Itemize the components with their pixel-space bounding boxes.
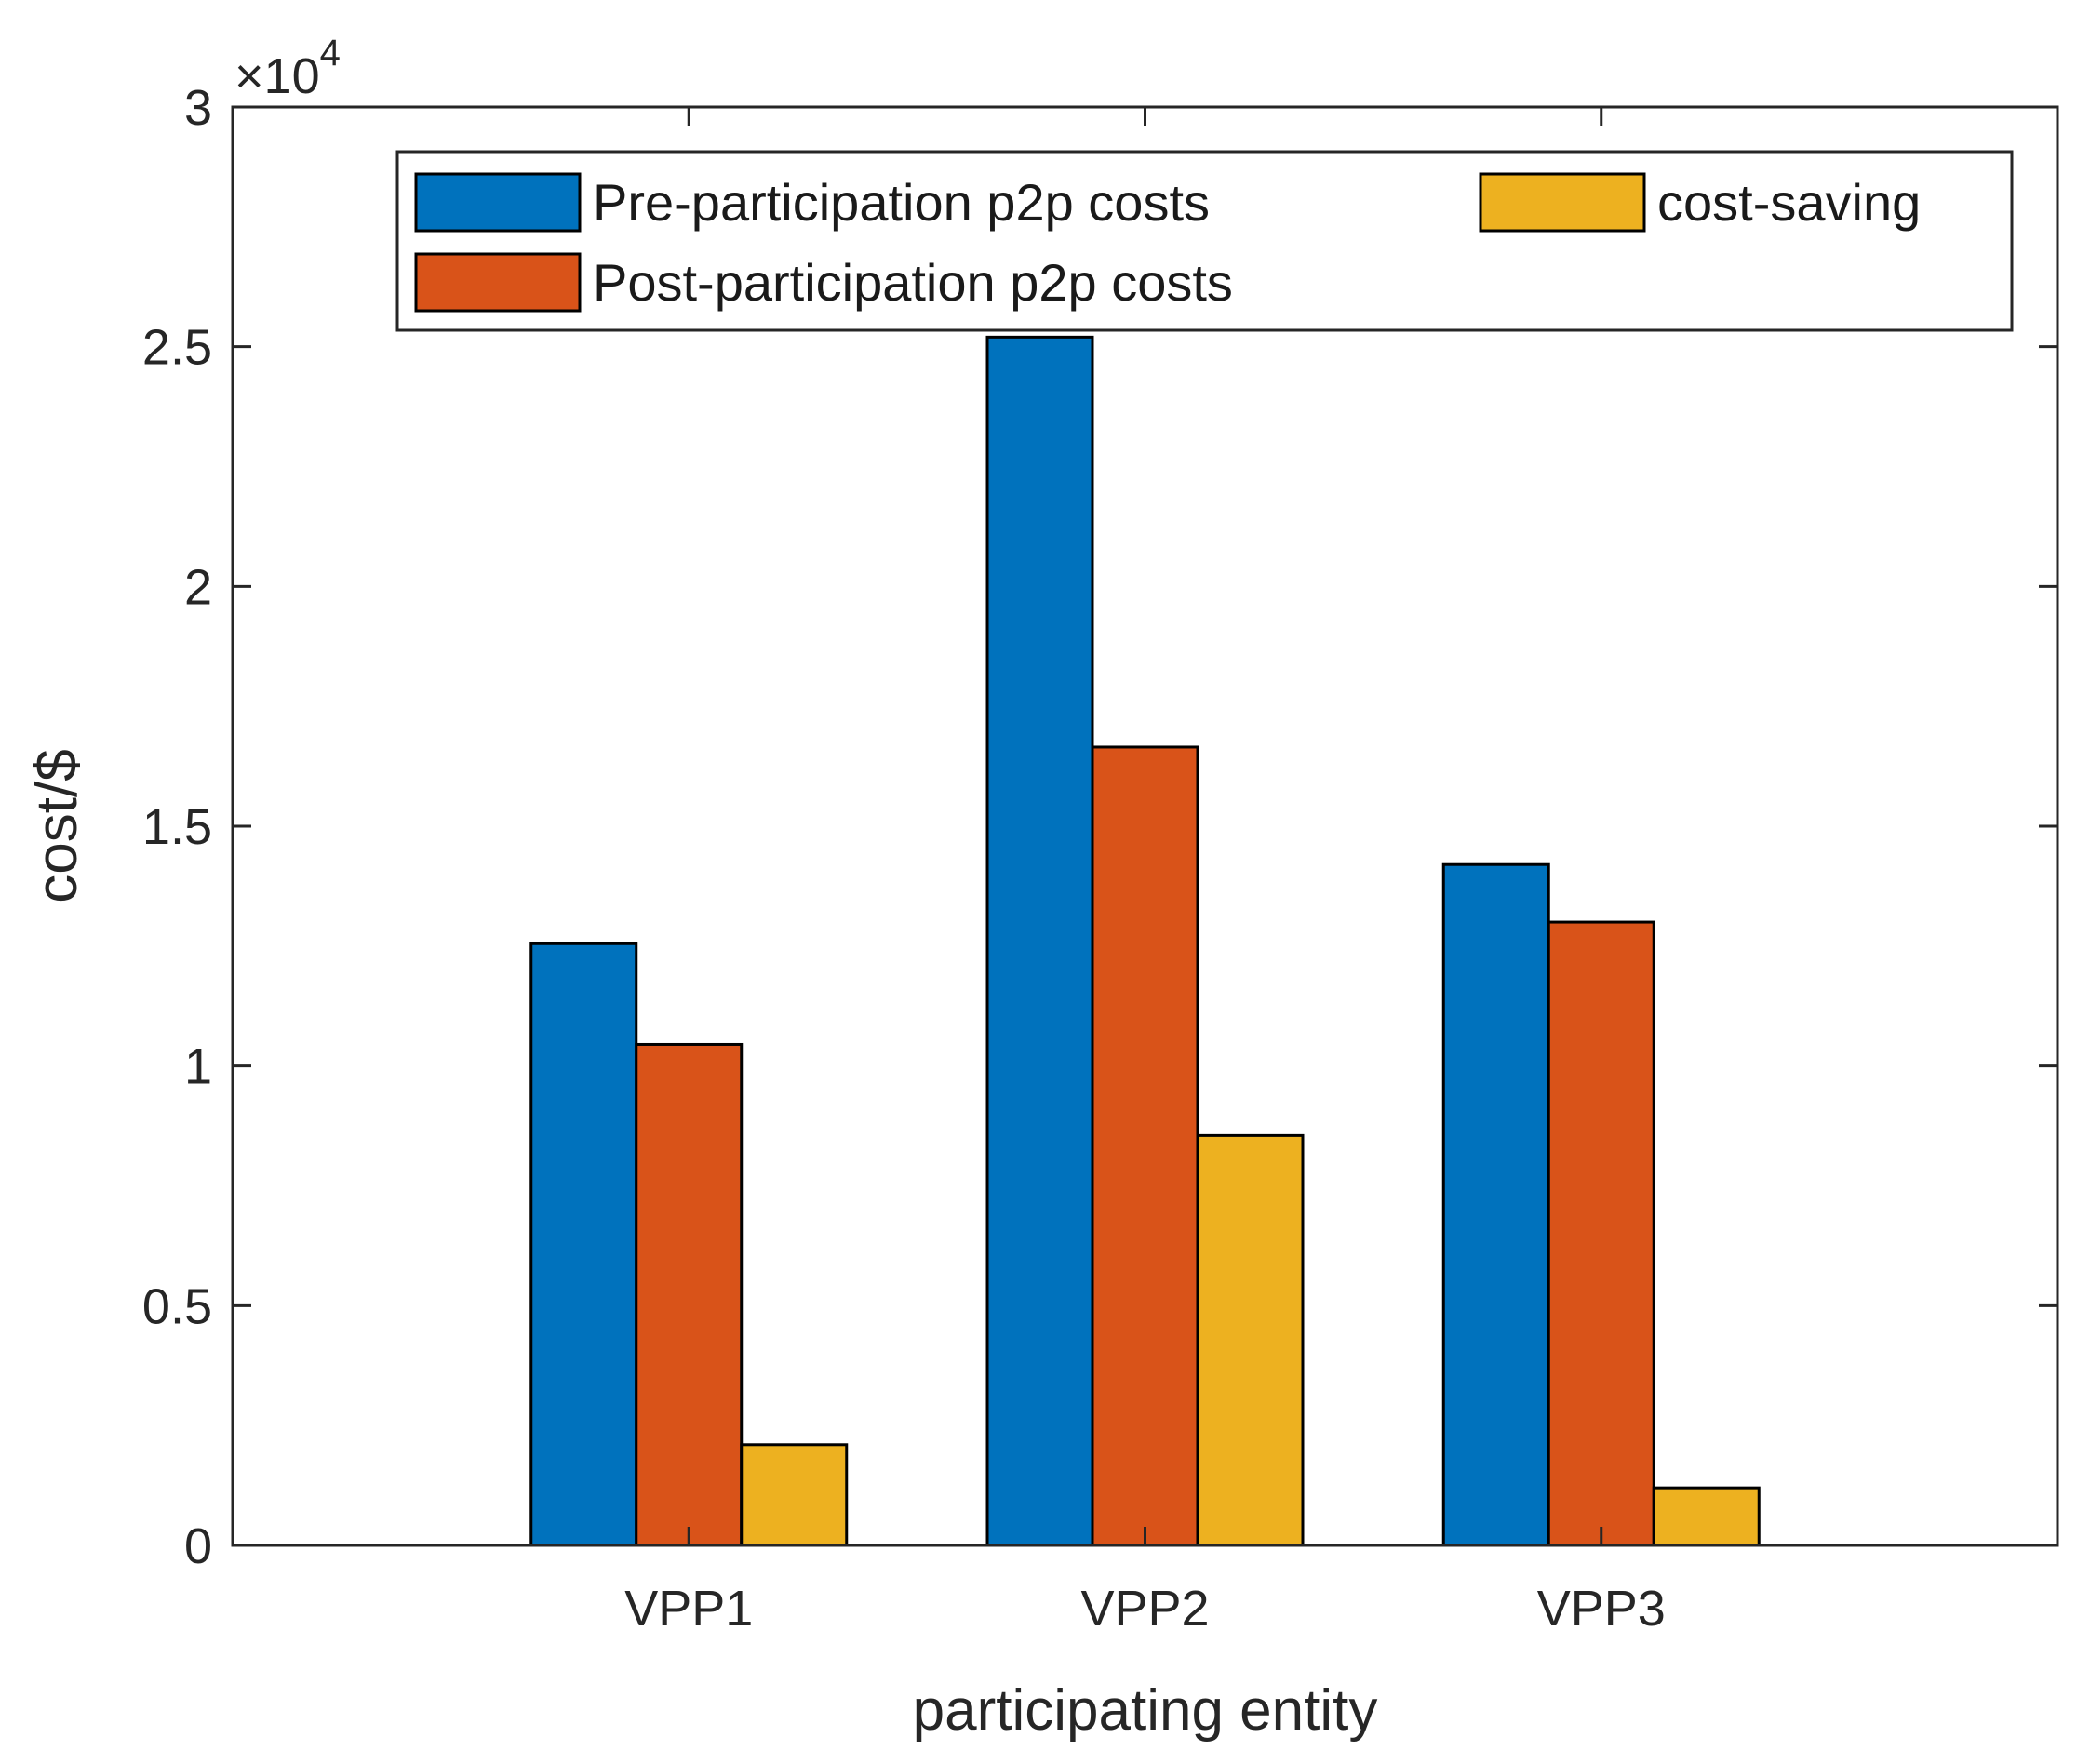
legend-label-series-2: Post-participation p2p costs xyxy=(593,253,1233,312)
bar-vpp2-series-2 xyxy=(1091,745,1199,1547)
bar-vpp1-series-1 xyxy=(529,942,638,1547)
bar-vpp3-series-1 xyxy=(1441,862,1550,1547)
y-tick-label: 3 xyxy=(184,80,212,136)
y-axis-exponent: ×104 xyxy=(234,33,341,104)
y-tick-label: 2.5 xyxy=(142,320,212,376)
legend-label-series-1: Pre-participation p2p costs xyxy=(593,173,1210,232)
bars-layer xyxy=(529,335,1761,1547)
x-tick-label-vpp3: VPP3 xyxy=(1537,1581,1666,1637)
ticks-layer: 0 0.5 1 1.5 2 2.5 3 VPP1 VPP2 VPP3 xyxy=(142,80,2057,1637)
legend-swatch-series-3 xyxy=(1479,172,1646,233)
bar-vpp1-series-2 xyxy=(635,1042,744,1547)
y-tick-label: 0 xyxy=(184,1518,212,1574)
legend-swatch-series-2 xyxy=(414,252,582,313)
legend-box xyxy=(395,150,2014,332)
y-axis-label: cost/$ xyxy=(25,749,89,902)
y-tick-label: 2 xyxy=(184,559,212,615)
labels-layer: ×104 participating entity cost/$ xyxy=(25,33,1377,1743)
bar-vpp3-series-3 xyxy=(1652,1486,1761,1547)
bar-vpp2-series-3 xyxy=(1196,1133,1305,1547)
bar-vpp1-series-3 xyxy=(740,1443,849,1547)
y-tick-label: 0.5 xyxy=(142,1278,212,1334)
legend-swatch-series-1 xyxy=(414,172,582,233)
legend: Pre-participation p2p costs Post-particip… xyxy=(395,150,2014,332)
x-tick-label-vpp1: VPP1 xyxy=(624,1581,753,1637)
x-tick-label-vpp2: VPP2 xyxy=(1080,1581,1209,1637)
x-axis-label: participating entity xyxy=(913,1678,1378,1743)
y-tick-label: 1 xyxy=(184,1039,212,1095)
bar-vpp3-series-2 xyxy=(1547,920,1655,1547)
bar-vpp2-series-1 xyxy=(985,335,1094,1547)
y-tick-label: 1.5 xyxy=(142,799,212,855)
legend-label-series-3: cost-saving xyxy=(1657,173,1921,232)
